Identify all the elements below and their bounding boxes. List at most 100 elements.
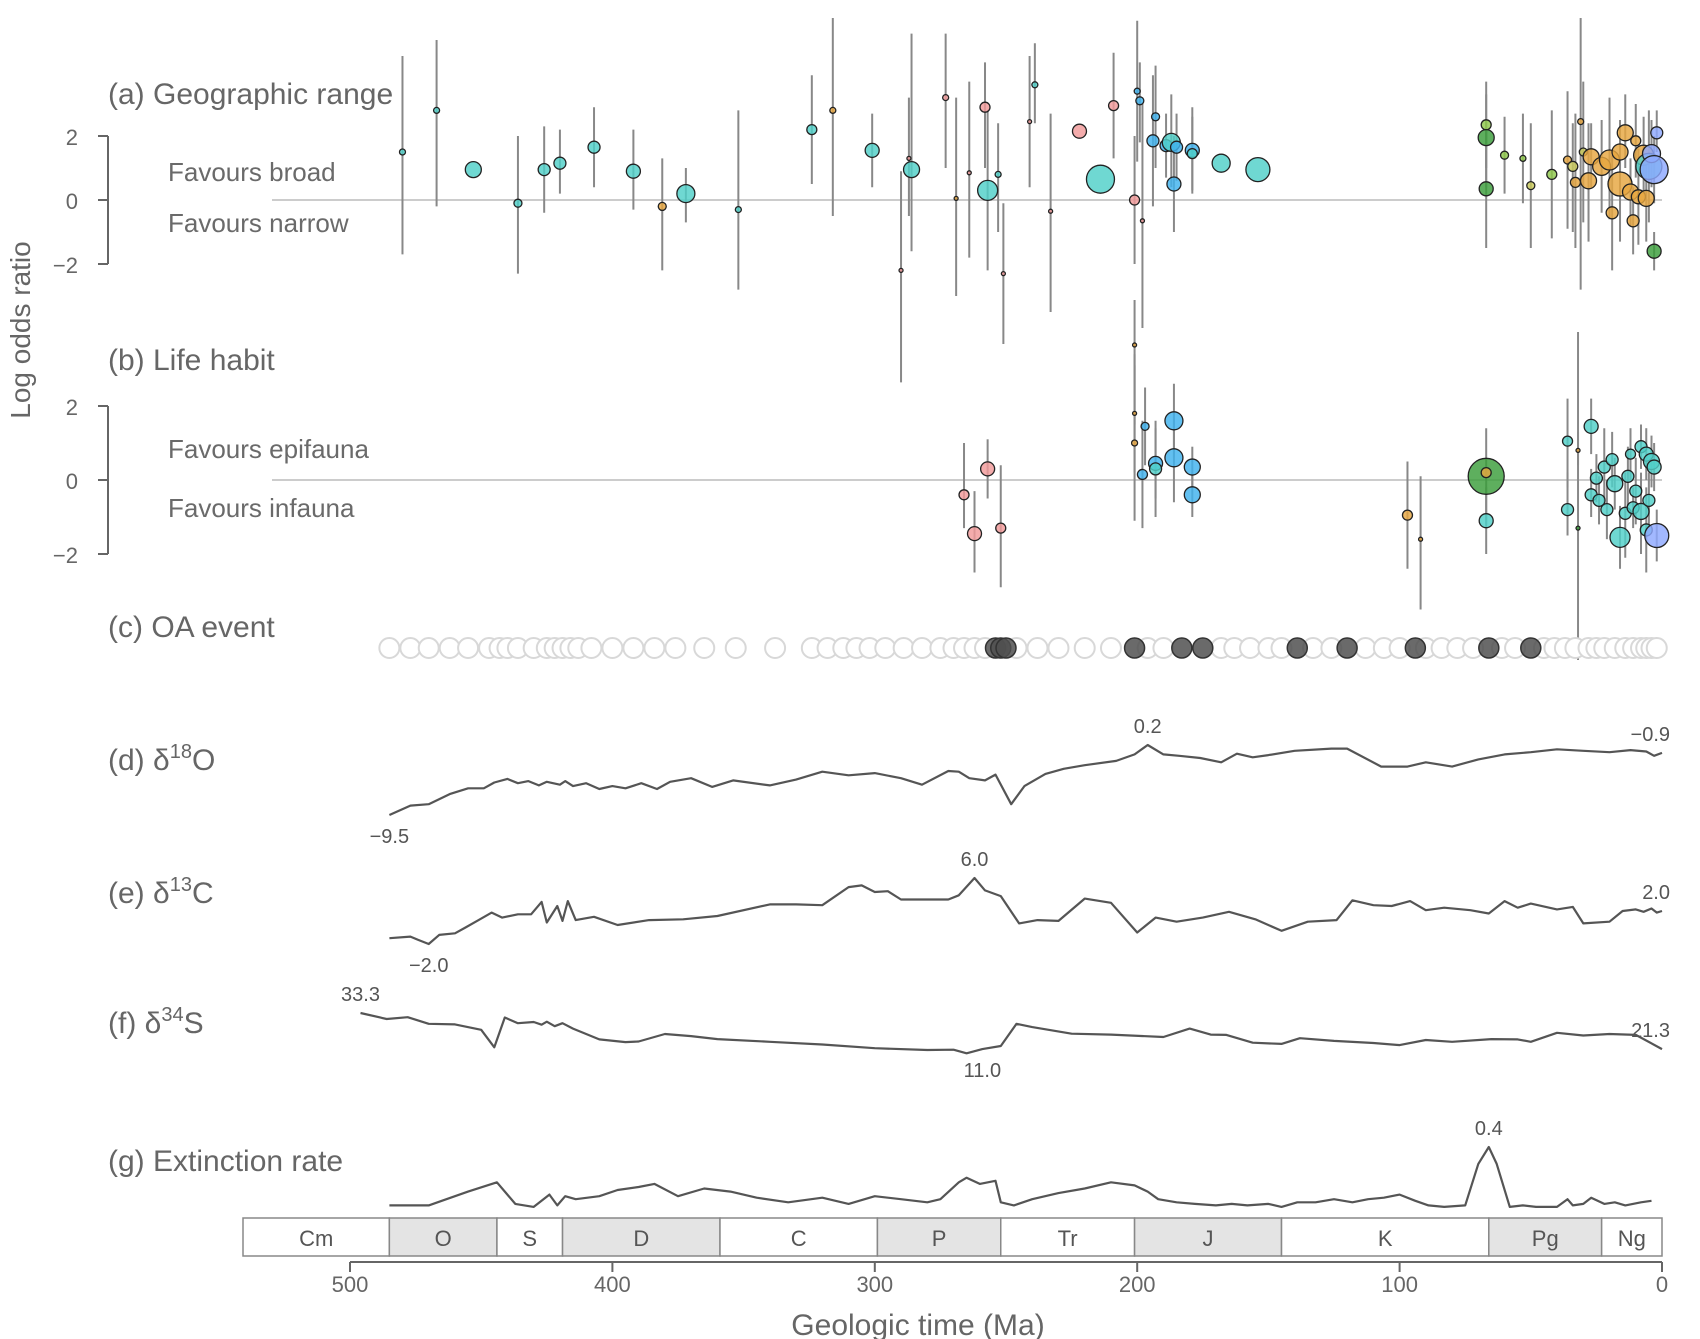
period-label: K — [1378, 1226, 1393, 1251]
panel-a-point — [906, 155, 912, 162]
panel-f-series-line — [360, 1011, 1663, 1055]
oa-event-marker — [664, 637, 687, 659]
panel-a-point — [1477, 128, 1495, 147]
oa-event-marker — [622, 637, 645, 659]
panel-a-point — [1630, 135, 1642, 147]
panel-d-title: (d) δ18O — [108, 741, 215, 777]
panel-a-point — [1611, 143, 1629, 161]
panel-a-ytick-neg2: −2 — [53, 253, 78, 278]
oa-event-marker-filled — [1478, 637, 1500, 659]
oa-event-marker-filled — [1286, 637, 1309, 659]
panel-a-point — [587, 140, 601, 154]
panel-f-title-sup: 34 — [161, 1004, 183, 1026]
panel-g-line: 0.4 — [389, 1118, 1652, 1208]
oa-event-marker — [1152, 637, 1175, 659]
oa-event-marker-filled — [1192, 637, 1214, 659]
period-box — [1280, 1217, 1490, 1257]
panel-a-point — [1605, 206, 1619, 220]
panel-a-point — [1480, 119, 1492, 131]
oa-event-marker — [724, 637, 747, 659]
period-box — [1133, 1217, 1283, 1257]
panel-a-point — [1526, 180, 1536, 191]
panel-a-point — [513, 198, 523, 208]
oa-event-marker — [874, 637, 897, 659]
panel-e-line: −2.0 6.0 2.0 — [389, 849, 1670, 977]
panel-a-point — [1499, 150, 1510, 160]
panel-a-point — [953, 195, 959, 202]
panel-a-point — [994, 170, 1002, 179]
panel-a-point — [1146, 134, 1160, 148]
panel-b-point — [1621, 469, 1635, 483]
panel-a-point — [1519, 154, 1527, 163]
oa-event-marker — [1026, 637, 1049, 659]
panel-b-point — [1575, 447, 1581, 454]
panel-a-ytick-0: 0 — [66, 189, 78, 214]
panel-f-title-elem: S — [184, 1007, 204, 1040]
panel-a-point — [1166, 176, 1182, 192]
period-box — [1488, 1217, 1603, 1257]
oa-event-marker-filled — [1404, 637, 1427, 659]
panel-b-point — [1417, 536, 1424, 542]
panel-b-point — [1148, 462, 1163, 476]
panel-e-delta13c: (e) δ13C −2.0 6.0 2.0 — [108, 849, 1670, 977]
panel-a-point — [1569, 176, 1582, 189]
panel-e-series-line — [389, 876, 1663, 946]
panel-a-title: (a) Geographic range — [108, 78, 393, 111]
period-box — [1000, 1217, 1136, 1257]
period-label: Cm — [299, 1226, 333, 1251]
panel-a-point — [432, 106, 441, 115]
panel-e-value-label: −2.0 — [409, 955, 448, 977]
panel-e-title-elem: C — [192, 877, 214, 910]
panel-f-delta34s: (f) δ34S 33.3 11.0 21.3 — [108, 984, 1670, 1082]
panel-b-ytick-2: 2 — [66, 395, 78, 420]
panel-d-delta18o: (d) δ18O −9.5 0.2 −0.9 — [108, 716, 1670, 848]
oa-event-marker — [378, 637, 401, 659]
oa-event-marker — [399, 637, 422, 659]
panel-a-point — [1150, 112, 1161, 122]
oa-event-marker-filled — [1336, 637, 1358, 659]
panel-b-point — [1606, 475, 1624, 493]
panel-b-point — [1609, 526, 1631, 548]
panel-a-point — [1139, 218, 1146, 224]
panel-a-point — [537, 162, 551, 177]
oa-event-marker — [601, 637, 624, 659]
panel-b-point — [1478, 513, 1494, 529]
oa-event-marker — [1047, 637, 1070, 659]
panel-a-point — [806, 123, 818, 136]
panel-a-point — [1186, 147, 1198, 160]
panel-a-lower-label: Favours narrow — [168, 208, 349, 238]
panel-a-point — [1546, 168, 1558, 181]
panel-a-point — [966, 170, 972, 176]
panel-a-point — [1567, 160, 1579, 173]
oa-event-marker-filled — [1123, 637, 1146, 659]
panel-a-point — [1133, 87, 1141, 95]
panel-a-point — [898, 267, 904, 274]
y-axis-label: Log odds ratio — [5, 241, 36, 418]
panel-a-point — [1478, 181, 1494, 197]
period-box — [242, 1217, 391, 1257]
panel-a-point — [864, 142, 880, 159]
period-label: D — [633, 1226, 649, 1251]
panel-a-upper-label: Favours broad — [168, 157, 336, 187]
period-label: Pg — [1532, 1226, 1559, 1251]
panel-b-point — [1164, 411, 1184, 431]
panel-b-point — [966, 526, 983, 542]
panel-g-value-label: 0.4 — [1475, 1118, 1503, 1140]
panel-b-point — [1583, 418, 1599, 435]
panel-a-axis — [98, 135, 109, 265]
period-label: C — [791, 1226, 807, 1251]
panel-d-title-elem: O — [192, 744, 215, 777]
panel-b-point — [1480, 466, 1492, 479]
panel-b-point — [1632, 502, 1650, 521]
panel-b-point — [1130, 439, 1139, 447]
panel-g-series-line — [389, 1145, 1652, 1208]
panel-b-point — [958, 489, 970, 501]
panel-b-point — [1642, 493, 1656, 508]
x-axis-label: Geologic time (Ma) — [791, 1309, 1044, 1339]
x-tick-label: 400 — [594, 1272, 631, 1297]
panel-b-upper-label: Favours epifauna — [168, 434, 369, 464]
x-tick-label: 300 — [856, 1272, 893, 1297]
oa-event-marker — [457, 637, 480, 659]
panel-f-value-label: 33.3 — [341, 984, 380, 1006]
